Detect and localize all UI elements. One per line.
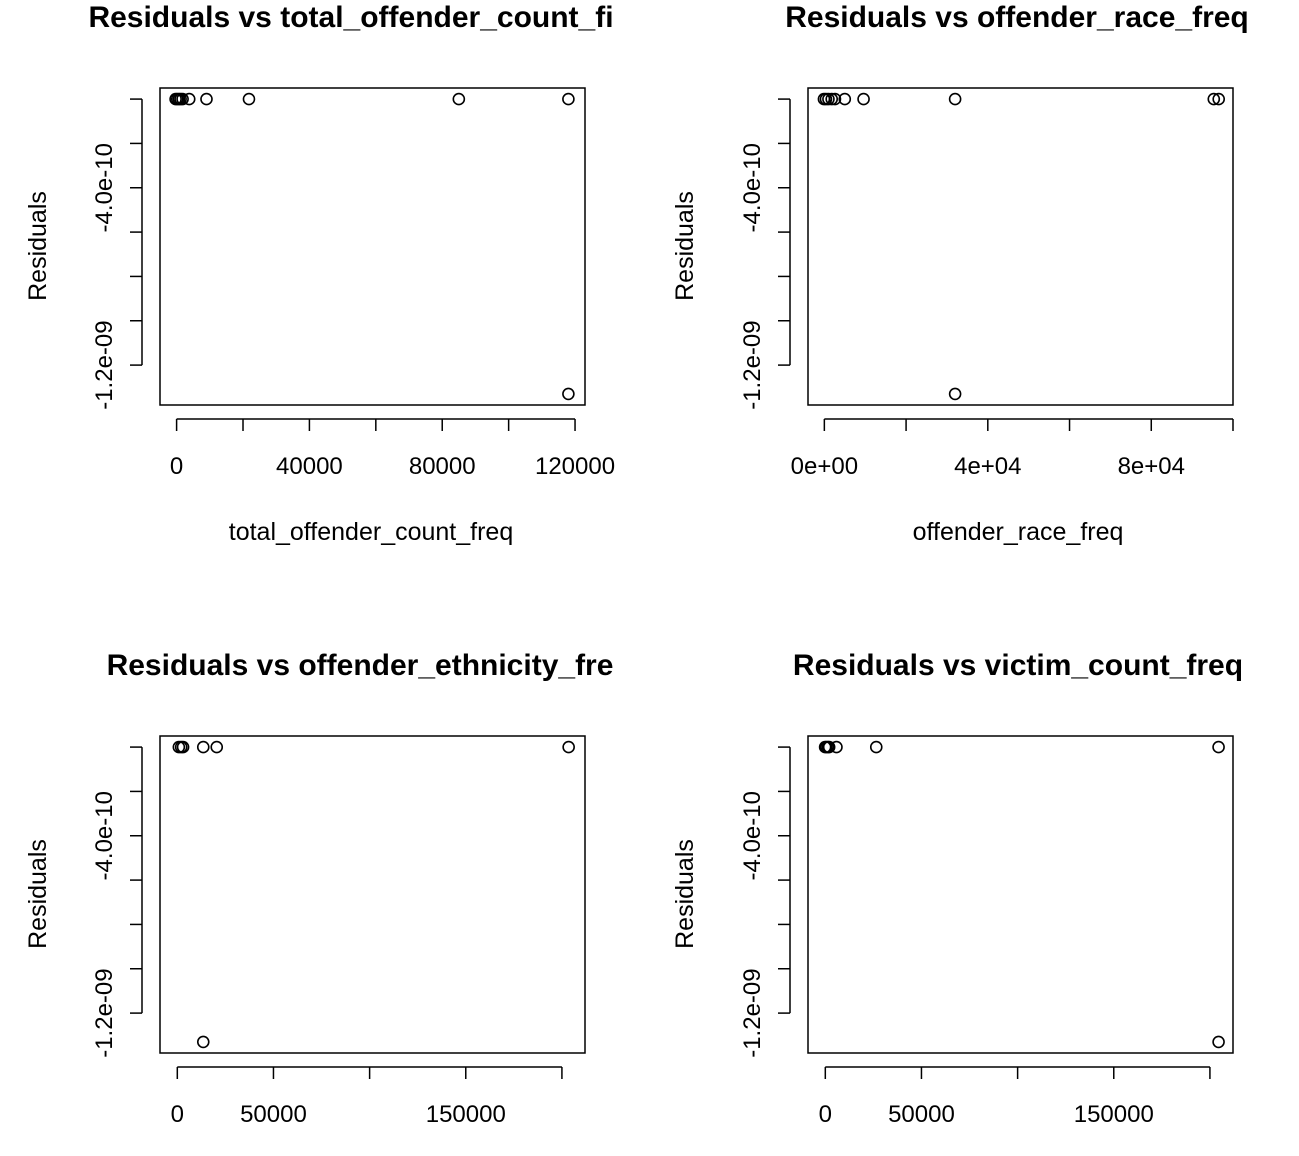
- panel-2-y-tick-label: -1.2e-09: [739, 320, 766, 409]
- panel-1-y-label: Residuals: [24, 191, 52, 301]
- panel-1-title: Residuals vs total_offender_count_fi: [88, 1, 613, 34]
- panel-4-x-tick-label: 0: [819, 1101, 832, 1128]
- panel-3-point: [196, 740, 210, 754]
- panel-2-x-tick-label: 4e+04: [954, 453, 1021, 480]
- panel-4-x-tick-label: 150000: [1074, 1101, 1154, 1128]
- panel-2-y-tick-label: -4.0e-10: [739, 143, 766, 232]
- panel-1-point: [182, 92, 196, 106]
- panel-1-x-tick-label: 80000: [409, 453, 476, 480]
- panel-2-point: [822, 92, 835, 106]
- panel-2-point: [825, 92, 839, 106]
- panel-3-frame: [159, 735, 586, 1054]
- panel-3-x-tick-label: 150000: [426, 1101, 506, 1128]
- panel-2-y-label: Residuals: [671, 191, 699, 301]
- panel-1-point: [452, 92, 466, 106]
- panel-4-point: [830, 740, 843, 754]
- panel-3-x-tick-label: 50000: [240, 1101, 307, 1128]
- panel-3-point: [562, 740, 575, 754]
- panel-2-point: [828, 92, 842, 106]
- panel-4-y-label: Residuals: [671, 839, 699, 949]
- panel-4-x-tick-label: 50000: [888, 1101, 955, 1128]
- panel-1-point: [176, 92, 189, 106]
- panel-1-point: [200, 92, 213, 106]
- panel-3-point: [176, 740, 190, 754]
- panel-2-point: [1212, 92, 1225, 106]
- panel-3-y-tick-label: -4.0e-10: [91, 791, 118, 880]
- panel-2-point: [948, 92, 962, 106]
- panel-3-y-tick-label: -1.2e-09: [91, 968, 118, 1057]
- panel-4-point: [1212, 740, 1225, 754]
- panel-2-point: [857, 92, 870, 106]
- panel-3-point: [196, 1035, 210, 1049]
- panel-1-y-tick-label: -1.2e-09: [91, 320, 118, 409]
- panel-4-point: [869, 740, 883, 754]
- panel-2-frame: [807, 87, 1234, 406]
- panel-1-frame: [159, 87, 586, 406]
- panel-1-point: [242, 92, 256, 106]
- panel-3-title: Residuals vs offender_ethnicity_fre: [107, 649, 614, 682]
- panel-1-x-tick-label: 0: [170, 453, 183, 480]
- panel-2-point: [838, 92, 852, 106]
- panel-2-point: [948, 387, 962, 401]
- panel-4-point: [822, 740, 836, 754]
- panel-1: Residuals vs total_offender_count_fi tot…: [24, 1, 615, 546]
- panel-4-point: [1212, 1035, 1225, 1049]
- panel-1-y-tick-label: -4.0e-10: [91, 143, 118, 232]
- panel-1-x-tick-label: 120000: [535, 453, 615, 480]
- panel-2-title: Residuals vs offender_race_freq: [785, 1, 1249, 34]
- panel-2: Residuals vs offender_race_freq offender…: [671, 1, 1249, 546]
- panel-3: Residuals vs offender_ethnicity_fre Resi…: [24, 649, 613, 1128]
- panel-3-y-label: Residuals: [24, 839, 52, 949]
- panel-1-point: [562, 387, 575, 401]
- panel-4-frame: [807, 735, 1234, 1054]
- panel-1-x-tick-label: 40000: [276, 453, 343, 480]
- panel-2-x-tick-label: 0e+00: [791, 453, 858, 480]
- panel-2-x-tick-label: 8e+04: [1118, 453, 1185, 480]
- panel-1-x-label: total_offender_count_freq: [229, 518, 514, 546]
- panel-4-y-tick-label: -4.0e-10: [739, 791, 766, 880]
- panel-4-title: Residuals vs victim_count_freq: [793, 649, 1243, 682]
- panel-2-point: [1207, 92, 1221, 106]
- panel-2-x-label: offender_race_freq: [913, 518, 1124, 546]
- panel-3-point: [210, 740, 224, 754]
- panel-1-point: [562, 92, 575, 106]
- panel-4: Residuals vs victim_count_freq Residuals…: [671, 649, 1243, 1128]
- panel-4-y-tick-label: -1.2e-09: [739, 968, 766, 1057]
- panel-3-x-tick-label: 0: [171, 1101, 184, 1128]
